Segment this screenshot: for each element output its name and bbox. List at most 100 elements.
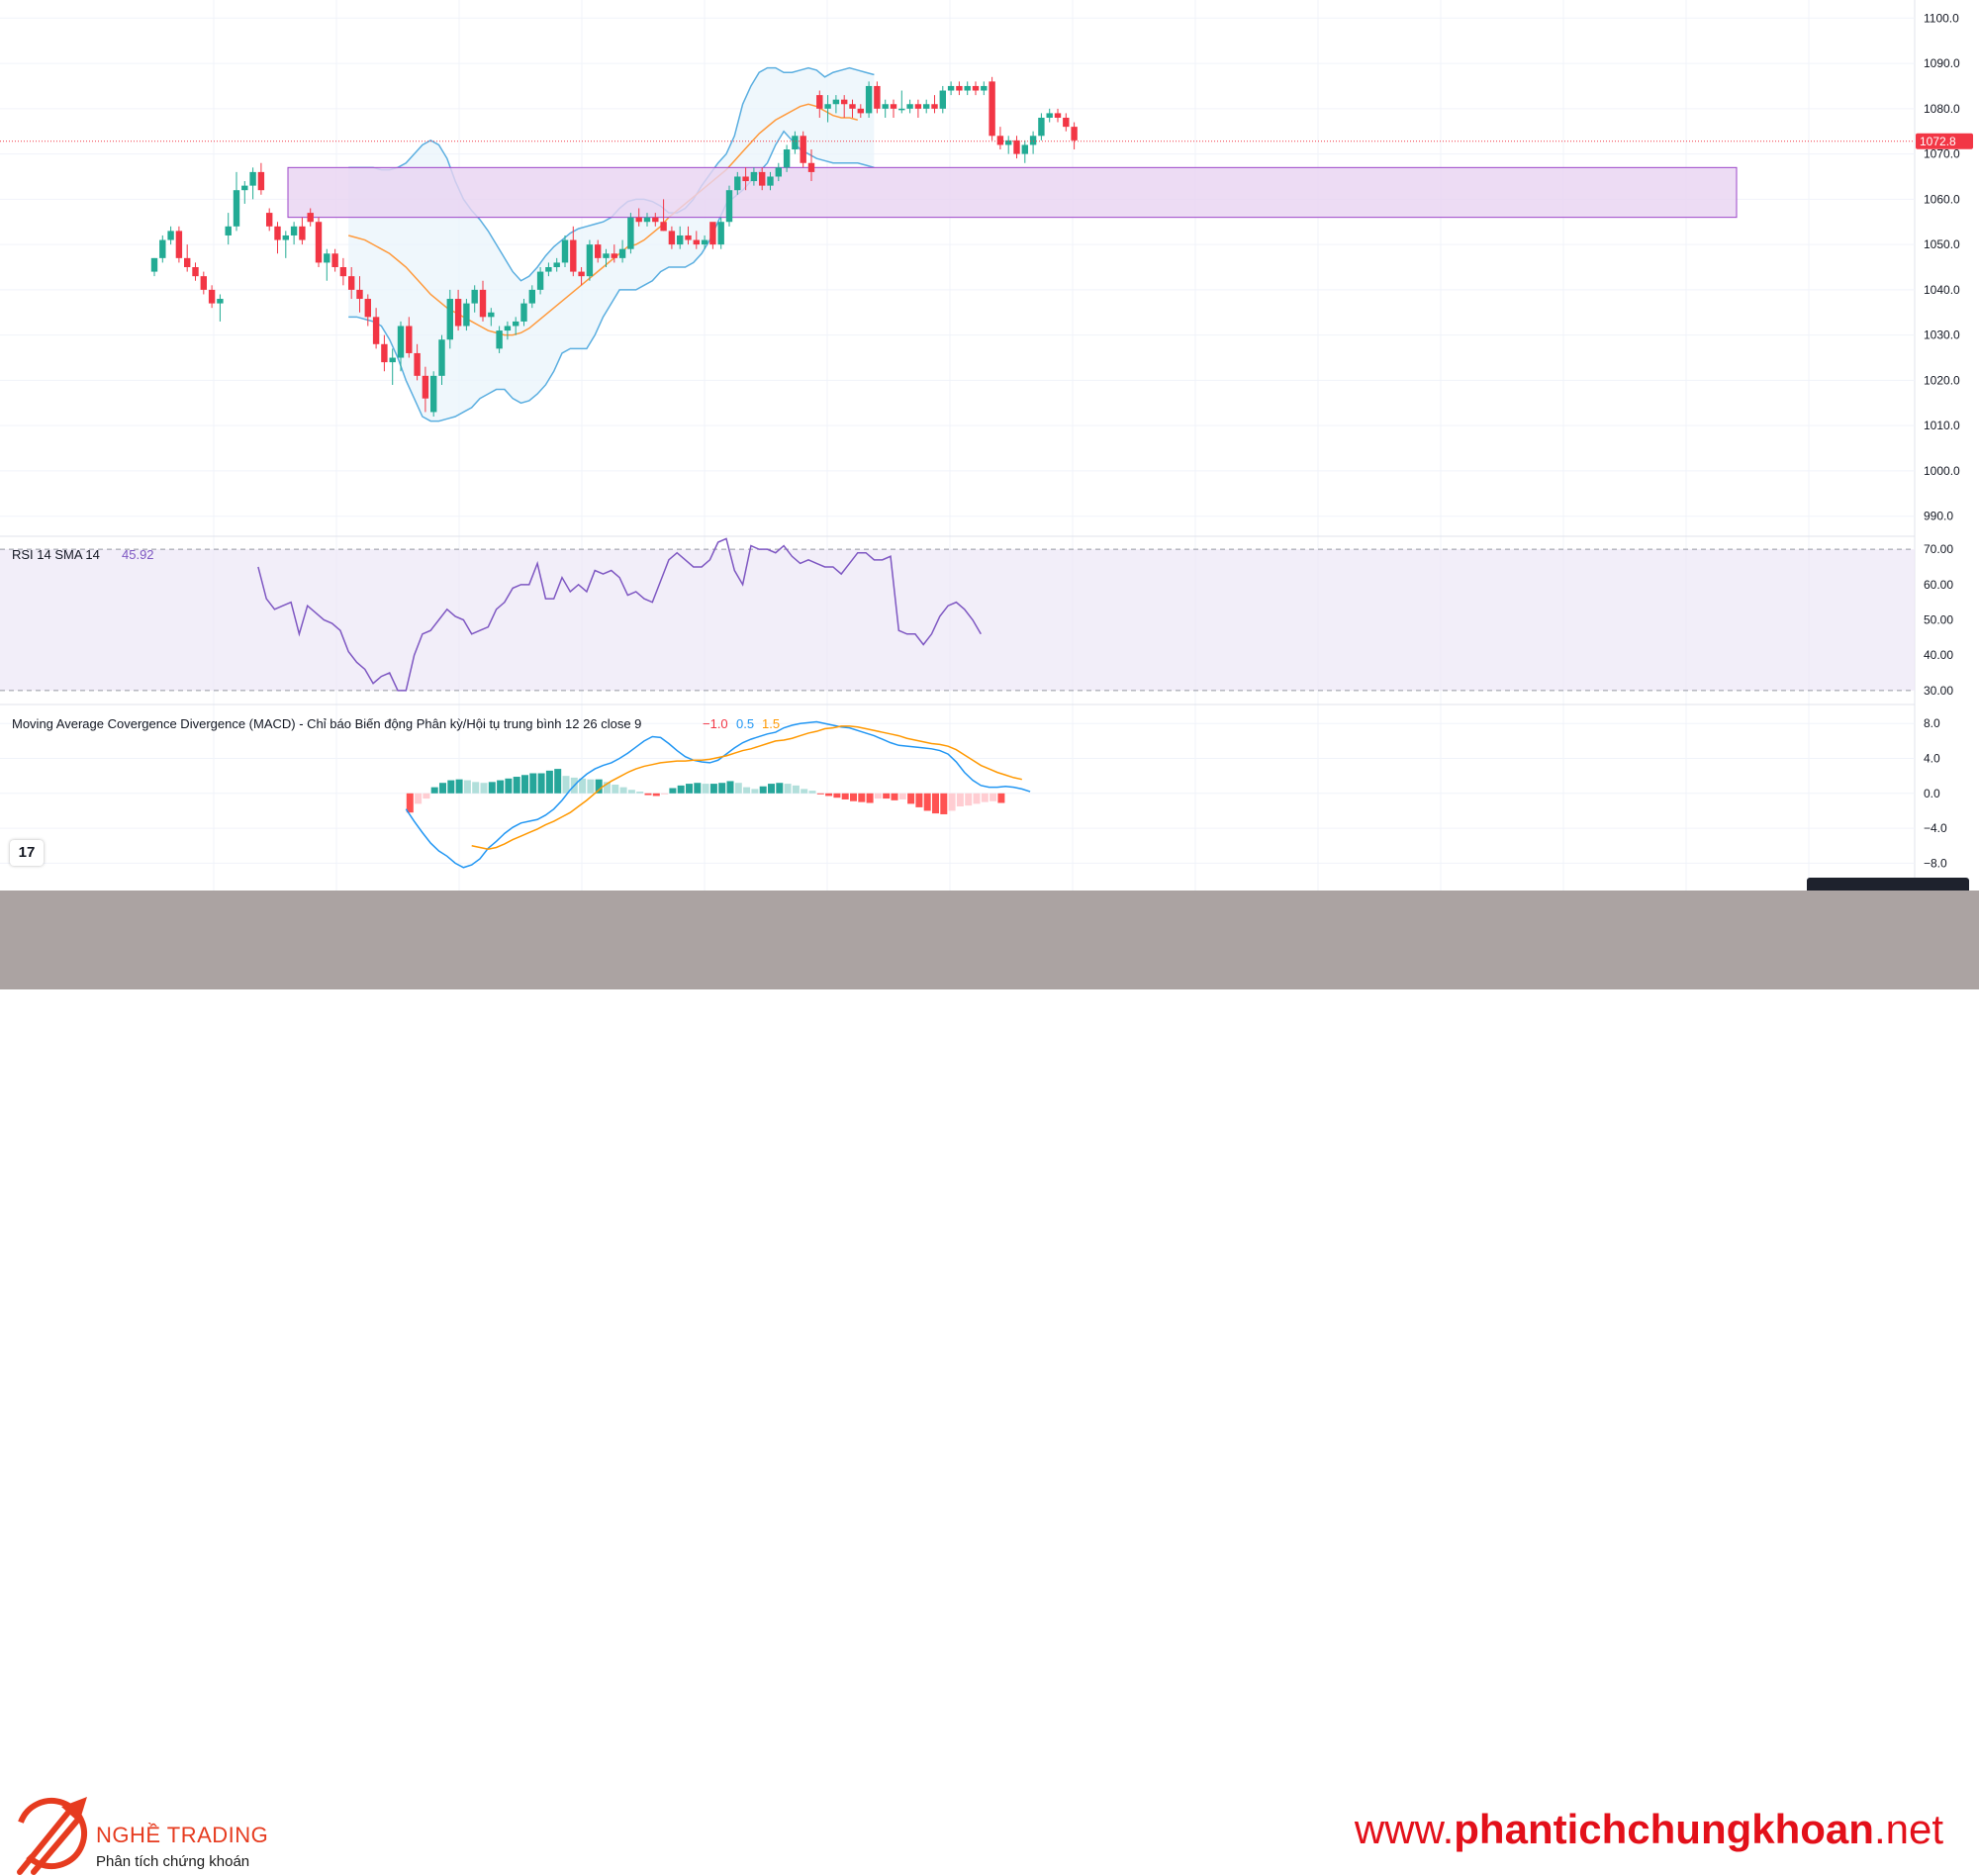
candle bbox=[536, 267, 544, 295]
macd-hist-bar bbox=[415, 793, 423, 804]
macd-hist-bar bbox=[488, 782, 496, 794]
macd-hist-bar bbox=[472, 782, 480, 794]
macd-hist-bar bbox=[480, 783, 488, 794]
candle bbox=[249, 167, 256, 200]
candle bbox=[989, 76, 995, 141]
macd-tick-label: 8.0 bbox=[1924, 716, 1940, 730]
macd-hist-bar bbox=[652, 793, 660, 797]
candle bbox=[923, 99, 930, 114]
rsi-pane bbox=[0, 537, 1915, 692]
macd-hist-bar bbox=[973, 793, 981, 804]
rsi-tick-label: 50.00 bbox=[1924, 613, 1953, 627]
candle bbox=[865, 81, 873, 118]
candle bbox=[586, 239, 594, 281]
candle bbox=[1029, 131, 1037, 154]
candle bbox=[1013, 136, 1020, 159]
macd-tick-label: −4.0 bbox=[1924, 821, 1947, 835]
candle bbox=[339, 257, 347, 286]
macd-hist-bar bbox=[776, 783, 784, 794]
macd-hist-bar bbox=[759, 786, 767, 794]
candle bbox=[372, 308, 380, 349]
tradingview-logo[interactable]: 17 bbox=[10, 840, 44, 866]
candle bbox=[611, 244, 617, 263]
macd-hist-bar bbox=[841, 793, 849, 799]
candle bbox=[1054, 108, 1062, 123]
macd-hist-bar bbox=[521, 775, 528, 794]
price-tick-label: 1080.0 bbox=[1924, 102, 1960, 116]
brand-website[interactable]: www.phantichchungkhoan.net bbox=[1355, 1806, 1943, 1853]
brand-name: NGHỀ TRADING bbox=[96, 1823, 269, 1847]
candle bbox=[150, 257, 158, 277]
macd-hist-bar bbox=[686, 784, 693, 794]
macd-hist-bar bbox=[669, 788, 677, 794]
candle bbox=[1046, 108, 1053, 123]
candle bbox=[841, 95, 848, 118]
support-zone bbox=[287, 166, 1738, 219]
candle bbox=[1071, 122, 1078, 150]
candle bbox=[454, 289, 462, 331]
last-price-label: 1072.8 bbox=[1920, 135, 1956, 148]
macd-hist-bar bbox=[825, 793, 833, 797]
candle bbox=[824, 95, 831, 123]
macd-hist-bar bbox=[915, 793, 923, 807]
candle bbox=[348, 267, 355, 300]
candle bbox=[438, 334, 445, 385]
candle bbox=[422, 366, 429, 413]
macd-hist-bar bbox=[455, 779, 463, 794]
candle bbox=[717, 217, 724, 249]
candle bbox=[324, 248, 330, 281]
macd-hist-bar bbox=[587, 779, 595, 794]
macd-hist-bar bbox=[792, 785, 800, 794]
chart-area[interactable]: 990.0 1000.0 1010.0 1020.0 1030.0 1040.0 1050.… bbox=[0, 0, 1979, 891]
candle bbox=[914, 99, 922, 118]
candle bbox=[947, 81, 955, 96]
candle bbox=[595, 239, 602, 263]
macd-hist-bar bbox=[439, 783, 446, 794]
macd-hist-bar bbox=[709, 784, 717, 794]
site-name: phantichchungkhoan bbox=[1454, 1806, 1874, 1852]
candle bbox=[734, 171, 741, 195]
candle bbox=[200, 271, 207, 295]
candle bbox=[479, 280, 487, 322]
macd-hist-bar bbox=[505, 778, 513, 794]
rsi-title: RSI 14 SMA 14 bbox=[12, 547, 100, 562]
candle bbox=[931, 95, 938, 114]
macd-hist-bar bbox=[619, 787, 627, 794]
candle bbox=[849, 99, 856, 118]
candle bbox=[488, 308, 495, 327]
candle bbox=[725, 185, 733, 227]
macd-line bbox=[405, 720, 1031, 869]
candle bbox=[528, 285, 535, 309]
macd-hist-bar bbox=[816, 793, 824, 795]
candle bbox=[578, 267, 585, 286]
macd-hist-bar bbox=[743, 787, 751, 794]
candle bbox=[274, 222, 281, 254]
macd-hist-bar bbox=[579, 778, 587, 794]
macd-hist-bar bbox=[554, 769, 562, 794]
macd-hist-bar bbox=[545, 770, 553, 794]
macd-hist-bar bbox=[784, 784, 792, 794]
candle bbox=[299, 217, 306, 245]
scroll-to-realtime-button[interactable] bbox=[1807, 878, 1969, 891]
macd-hist-bar bbox=[513, 777, 520, 794]
candle bbox=[307, 208, 314, 227]
candle bbox=[996, 127, 1004, 150]
candle bbox=[906, 99, 913, 114]
candle bbox=[471, 285, 478, 313]
candle bbox=[882, 99, 889, 118]
candle bbox=[701, 234, 708, 249]
macd-title: Moving Average Covergence Divergence (MA… bbox=[12, 716, 641, 731]
candle bbox=[898, 90, 905, 114]
candle bbox=[217, 294, 224, 322]
candle bbox=[603, 248, 610, 267]
rsi-value: 45.92 bbox=[122, 547, 154, 562]
macd-signal-line bbox=[471, 725, 1022, 851]
macd-hist-value: −1.0 bbox=[703, 716, 728, 731]
macd-hist-bar bbox=[562, 776, 570, 794]
macd-pane bbox=[405, 720, 1031, 869]
macd-hist-bar bbox=[866, 793, 874, 803]
candle bbox=[767, 171, 774, 191]
bollinger-lower-line bbox=[348, 130, 875, 422]
candle bbox=[709, 222, 716, 249]
candle bbox=[192, 262, 199, 281]
